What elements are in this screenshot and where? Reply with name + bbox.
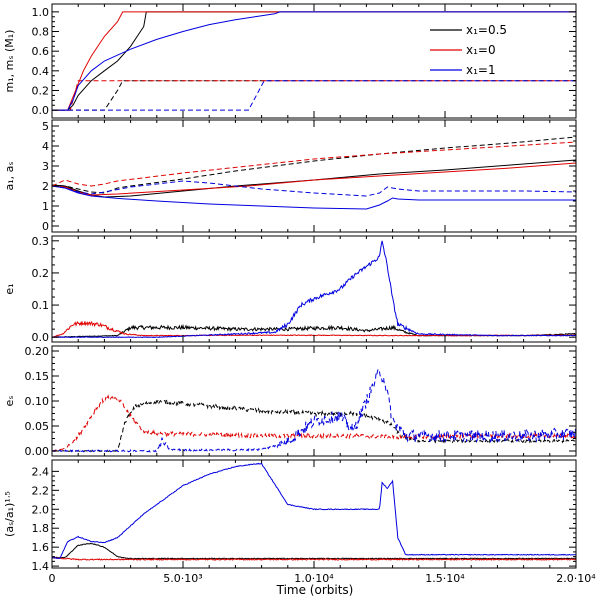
y-tick-label: 0.6 (32, 45, 50, 58)
y-tick-label: 0.10 (25, 395, 50, 408)
y-tick-label: 0.0 (32, 104, 50, 117)
panel-frame (51, 3, 577, 119)
panel-ecc_s: 0.00 0.05 0.10 0.15 0.20 eₛ (3, 345, 577, 458)
series-line-blue-solid (52, 462, 576, 560)
panels-layer: 0.00.20.40.60.81.0m₁, mₛ (M₁) x₁=0.5x₁=0x… (3, 3, 596, 585)
series-group (52, 368, 576, 453)
series-line-red-solid (52, 556, 576, 561)
series-line-red-dashed (52, 141, 576, 187)
x-tick-label: 2.0·10⁴ (556, 572, 596, 585)
y-tick-label: 0.05 (25, 420, 50, 433)
y-axis-label: eₛ (3, 396, 16, 407)
y-tick-label: 2.2 (32, 484, 50, 497)
panel-frame (51, 459, 577, 569)
y-tick-label: 3 (42, 160, 49, 173)
series-line-black-dashed (52, 80, 576, 111)
series-line-blue-dashed (52, 80, 576, 111)
y-tick-label: 0.15 (25, 370, 50, 383)
y-tick-label: 0.3 (32, 235, 50, 248)
y-tick-label: 0.2 (32, 84, 50, 97)
series-group (52, 11, 576, 111)
y-tick-label: 0.2 (32, 267, 50, 280)
series-line-red-dashed (52, 80, 576, 111)
x-tick-label: 5.0·10³ (163, 572, 202, 585)
series-line-red-dashed (52, 394, 576, 452)
y-tick-label: 0.0 (32, 331, 50, 344)
x-axis-label: Time (orbits) (276, 583, 354, 597)
y-tick-label: 1.6 (32, 541, 50, 554)
x-tick-label: 1.0·10⁴ (294, 572, 334, 585)
series-line-blue-solid (52, 11, 576, 111)
series-line-blue-dashed (52, 368, 576, 453)
series-line-black-solid (52, 159, 576, 198)
y-tick-label: 0.8 (32, 26, 50, 39)
panel-masses: 0.00.20.40.60.81.0m₁, mₛ (M₁) x₁=0.5x₁=0x… (3, 3, 577, 119)
series-line-blue-solid (52, 185, 576, 210)
y-tick-label: 0.1 (32, 299, 50, 312)
series-group (52, 462, 576, 561)
y-tick-label: 2 (42, 180, 49, 193)
y-axis-label: a₁, aₛ (3, 162, 16, 191)
y-tick-label: 1.8 (32, 522, 50, 535)
y-axis-label: e₁ (3, 283, 16, 294)
y-tick-label: 1.0 (32, 6, 50, 19)
series-group (52, 136, 576, 210)
panel-ecc_j: 0.0 0.1 0.2 0.3 e₁ (3, 235, 577, 344)
series-line-black-dashed (52, 398, 576, 452)
y-axis-label: (aₛ/a₁)¹ᐧ⁵ (3, 491, 16, 537)
y-axis-label: m₁, mₛ (M₁) (3, 30, 16, 93)
y-tick-label: 2.0 (32, 503, 50, 516)
y-tick-label: 1 (42, 200, 49, 213)
y-tick-label: 0.20 (25, 345, 50, 358)
series-line-blue-dashed (52, 180, 576, 197)
x-tick-label: 1.5·10⁴ (425, 572, 465, 585)
legend: x₁=0.5 x₁=0 x₁=1 (430, 23, 507, 77)
y-tick-label: 0 (42, 220, 49, 233)
y-tick-label: 1.4 (32, 560, 50, 573)
series-line-blue-solid (52, 240, 576, 339)
y-tick-label: 5 (42, 120, 49, 133)
panel-frame (51, 119, 577, 233)
y-tick-label: 4 (42, 140, 49, 153)
series-line-red-solid (52, 11, 576, 111)
y-tick-label: 2.4 (32, 465, 50, 478)
legend-label: x₁=0 (466, 43, 496, 57)
y-tick-label: 0.00 (25, 445, 50, 458)
x-tick-label: 0 (49, 572, 56, 585)
panel-ratio: 1.4 1.6 1.8 2.0 2.2 2.4 (aₛ/a₁)¹ᐧ⁵ 0 5.0·10³ 1.0·… (3, 459, 596, 585)
series-line-black-dashed (52, 136, 576, 194)
series-group (52, 240, 576, 339)
y-tick-label: 0.4 (32, 65, 50, 78)
series-line-black-solid (52, 542, 576, 560)
legend-label: x₁=0.5 (466, 23, 507, 37)
panel-semimajor: 0 1 2 3 4 5 a₁, aₛ (3, 119, 577, 233)
legend-label: x₁=1 (466, 63, 496, 77)
series-line-black-solid (52, 11, 576, 111)
